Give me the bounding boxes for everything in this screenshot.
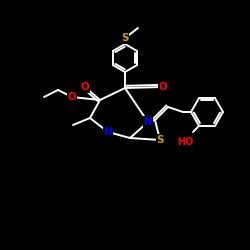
Text: N: N: [144, 117, 152, 127]
Text: HO: HO: [177, 137, 193, 147]
Text: S: S: [156, 135, 164, 145]
Text: O: O: [80, 82, 90, 92]
Text: O: O: [159, 82, 168, 92]
Text: S: S: [121, 33, 129, 43]
Text: N: N: [104, 127, 112, 137]
Text: O: O: [68, 92, 76, 102]
